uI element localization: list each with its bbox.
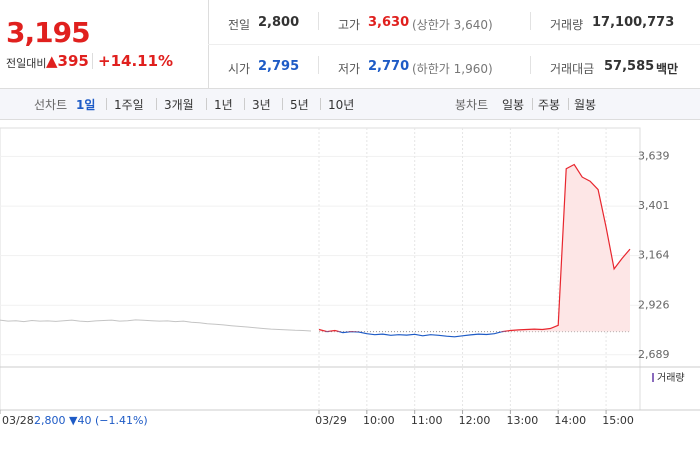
y-tick-label: 2,689 <box>638 348 670 361</box>
divider <box>244 98 245 110</box>
field-value: 2,770 <box>368 59 410 74</box>
tab[interactable]: 1일 <box>76 98 96 112</box>
field-label: 시가 <box>228 62 251 76</box>
tab-bar: 선차트 1일 1주일 3개월 1년 3년 5년 10년 봉차트 일봉 주봉 월봉 <box>0 88 700 120</box>
divider <box>530 56 531 74</box>
x-tick-label: 13:00 <box>507 414 539 427</box>
x-tick-label: 15:00 <box>602 414 634 427</box>
field-note: (상한가 3,640) <box>412 18 493 32</box>
field-label: 거래량 <box>550 18 584 32</box>
tab[interactable]: 3개월 <box>164 98 194 112</box>
divider <box>92 53 93 69</box>
x-tick-label: 10:00 <box>363 414 395 427</box>
price-panel: 3,195 전일대비 ▲395 +14.11% <box>0 0 209 88</box>
y-tick-label: 3,164 <box>638 249 670 262</box>
tab[interactable]: 1년 <box>214 98 233 112</box>
tab[interactable]: 3년 <box>252 98 271 112</box>
x-tick-label: 12:00 <box>459 414 491 427</box>
field-value: 3,630 <box>368 15 410 30</box>
divider <box>532 98 533 110</box>
change: ▲395 <box>46 52 89 70</box>
field-label: 저가 <box>338 62 361 76</box>
divider <box>208 44 700 45</box>
field-value: 17,100,773 <box>592 15 675 30</box>
field-label: 고가 <box>338 18 361 32</box>
tab[interactable]: 10년 <box>328 98 355 112</box>
y-tick-label: 2,926 <box>638 298 670 311</box>
x-tick-label: 11:00 <box>411 414 443 427</box>
plot-frame <box>0 127 641 411</box>
field-note: (하한가 1,960) <box>412 62 493 76</box>
volume-legend-icon <box>652 373 654 382</box>
divider <box>282 98 283 110</box>
tab[interactable]: 월봉 <box>574 98 597 112</box>
x-tick-label: 14:00 <box>554 414 586 427</box>
change-rate: +14.11% <box>98 52 174 70</box>
divider <box>156 98 157 110</box>
area-fill <box>318 164 630 332</box>
price-line <box>324 331 507 338</box>
field-label: 전일 <box>228 18 251 32</box>
price-line <box>0 319 312 332</box>
divider <box>206 98 207 110</box>
tab[interactable]: 1주일 <box>114 98 144 112</box>
tab[interactable]: 일봉 <box>502 98 525 112</box>
divider <box>568 98 569 110</box>
price: 3,195 <box>6 16 91 49</box>
volume-legend: 거래량 <box>657 372 685 384</box>
x-tick-label: 03/29 <box>315 414 347 427</box>
field-label: 거래대금 <box>550 62 595 76</box>
change-label: 전일대비 <box>6 57 47 70</box>
tab-group-label: 선차트 <box>34 98 68 112</box>
price-line <box>318 163 631 332</box>
divider <box>320 98 321 110</box>
divider <box>530 12 531 30</box>
prev-day-summary: 2,800 ▼40 (−1.41%) <box>34 414 148 427</box>
tab[interactable]: 주봉 <box>538 98 561 112</box>
field-note: 백만 <box>656 62 679 76</box>
field-value: 2,795 <box>258 59 300 74</box>
tab-group-label: 봉차트 <box>455 98 489 112</box>
field-value: 57,585 <box>604 59 655 74</box>
x-tick-label: 03/28 <box>2 414 34 427</box>
y-tick-label: 3,401 <box>638 199 670 212</box>
tab[interactable]: 5년 <box>290 98 309 112</box>
field-value: 2,800 <box>258 15 300 30</box>
divider <box>318 12 319 30</box>
y-tick-label: 3,639 <box>638 149 670 162</box>
divider <box>106 98 107 110</box>
divider <box>318 56 319 74</box>
